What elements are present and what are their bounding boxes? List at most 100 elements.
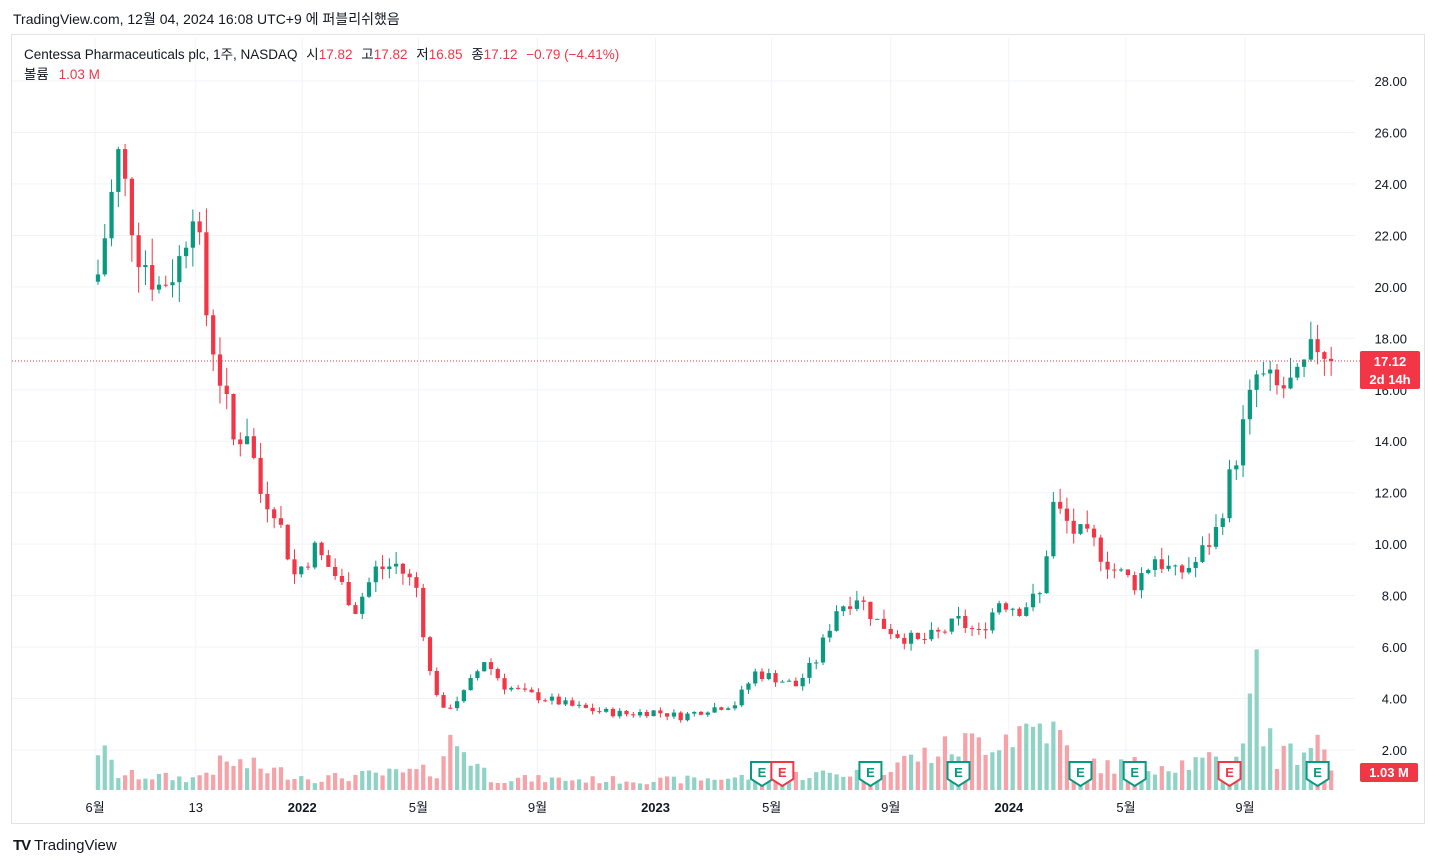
volume-bar bbox=[1119, 759, 1124, 790]
earnings-marker-icon[interactable]: E bbox=[946, 761, 971, 788]
volume-bar bbox=[251, 757, 256, 790]
volume-bar bbox=[339, 778, 345, 790]
candle-body bbox=[468, 678, 473, 691]
volume-bar bbox=[827, 772, 832, 790]
volume-bar bbox=[712, 779, 717, 790]
earnings-marker-shape bbox=[1122, 761, 1147, 788]
earnings-marker-shape bbox=[858, 761, 883, 788]
change-value: −0.79 (−4.41%) bbox=[526, 47, 620, 62]
volume-bar bbox=[820, 770, 826, 790]
volume-bar bbox=[1295, 764, 1300, 790]
tradingview-logo[interactable]: TV TradingView bbox=[13, 837, 117, 854]
candle-body bbox=[482, 662, 487, 672]
price-axis[interactable]: 28.0026.0024.0022.0020.0018.0016.0014.00… bbox=[1374, 74, 1407, 758]
candle-body bbox=[515, 687, 521, 689]
volume-bar bbox=[563, 780, 568, 790]
candle-body bbox=[1105, 561, 1110, 570]
candle-body bbox=[759, 671, 765, 680]
candle-body bbox=[868, 601, 873, 619]
candle-body bbox=[421, 587, 426, 638]
candle-body bbox=[95, 274, 101, 282]
earnings-marker-shape bbox=[946, 761, 971, 788]
candle-body bbox=[305, 566, 311, 568]
earnings-marker-shape bbox=[1305, 761, 1330, 788]
symbol-name[interactable]: Centessa Pharmaceuticals plc, 1주, NASDAQ bbox=[24, 47, 298, 62]
volume-bar bbox=[902, 755, 907, 790]
volume-bar bbox=[292, 779, 297, 790]
earnings-marker-icon[interactable]: E bbox=[1305, 761, 1330, 788]
candle-body bbox=[549, 696, 555, 701]
time-axis[interactable]: 6월 13 2022 5월 9월 2023 5월 9월 2024 5월 9월 bbox=[85, 800, 1254, 815]
earnings-marker-icon[interactable]: E bbox=[1122, 761, 1147, 788]
volume-bar bbox=[929, 762, 934, 790]
candle-body bbox=[156, 284, 162, 290]
close-label: 종 bbox=[471, 47, 484, 62]
price-tick-label: 20.00 bbox=[1374, 280, 1407, 295]
candle-body bbox=[820, 637, 826, 663]
earnings-marker-icon[interactable]: E bbox=[750, 761, 775, 788]
volume-bar bbox=[116, 778, 121, 790]
candle-body bbox=[908, 632, 914, 644]
candle-body bbox=[610, 708, 616, 717]
volume-bar bbox=[543, 782, 548, 790]
candle-body bbox=[658, 710, 663, 714]
candle-body bbox=[394, 563, 399, 567]
volume-bar bbox=[515, 777, 521, 790]
earnings-marker-icon[interactable]: E bbox=[1217, 761, 1242, 788]
candle-body bbox=[495, 669, 500, 679]
volume-bar bbox=[319, 781, 324, 790]
earnings-marker-icon[interactable]: E bbox=[770, 761, 795, 788]
candle-body bbox=[143, 265, 148, 268]
time-tick-label: 13 bbox=[189, 800, 203, 815]
candle-body bbox=[109, 191, 114, 239]
volume-bar bbox=[231, 765, 236, 790]
volume-bar bbox=[854, 769, 859, 790]
volume-label: 볼륨 bbox=[24, 67, 49, 82]
volume-bar bbox=[861, 777, 866, 790]
volume-badge: 1.03 M bbox=[1360, 763, 1418, 782]
volume-bar bbox=[454, 746, 460, 790]
candle-body bbox=[1329, 358, 1334, 361]
candle-body bbox=[346, 581, 351, 606]
volume-bar bbox=[665, 776, 670, 790]
volume-bar bbox=[719, 779, 724, 790]
candle-body bbox=[136, 235, 141, 268]
candle-body bbox=[353, 605, 358, 614]
volume-bar bbox=[1200, 757, 1205, 790]
volume-bar bbox=[1281, 745, 1286, 790]
volume-bar bbox=[129, 770, 134, 790]
earnings-marker-label: E bbox=[1076, 765, 1085, 780]
volume-bar bbox=[461, 752, 466, 790]
candle-body bbox=[502, 678, 507, 690]
volume-bar bbox=[346, 781, 351, 790]
candle-body bbox=[1159, 559, 1164, 569]
candle-body bbox=[183, 247, 189, 257]
candle-body bbox=[102, 238, 107, 275]
candle-body bbox=[1186, 567, 1191, 573]
candle-body bbox=[1261, 373, 1266, 375]
candle-body bbox=[631, 714, 636, 716]
candle-body bbox=[211, 315, 216, 355]
volume-bar bbox=[278, 767, 284, 790]
earnings-marker-icon[interactable]: E bbox=[1068, 761, 1093, 788]
volume-bar bbox=[156, 774, 162, 790]
volume-bar bbox=[387, 768, 392, 790]
tradingview-logo-icon: TV bbox=[13, 837, 31, 854]
candle-body bbox=[1146, 569, 1151, 574]
earnings-marker-shape bbox=[770, 761, 795, 788]
candle-body bbox=[326, 555, 331, 567]
earnings-marker-label: E bbox=[1225, 765, 1234, 780]
volume-bar bbox=[163, 772, 168, 790]
earnings-marker-icon[interactable]: E bbox=[858, 761, 883, 788]
candle-body bbox=[163, 284, 168, 286]
volume-bar bbox=[427, 776, 433, 790]
candle-body bbox=[976, 628, 981, 630]
candle-body bbox=[1295, 366, 1300, 378]
candle-body bbox=[251, 436, 256, 458]
volume-bar bbox=[1240, 743, 1246, 790]
candle-body bbox=[929, 629, 934, 640]
candle-body bbox=[1044, 556, 1049, 594]
candle-body bbox=[834, 611, 839, 631]
